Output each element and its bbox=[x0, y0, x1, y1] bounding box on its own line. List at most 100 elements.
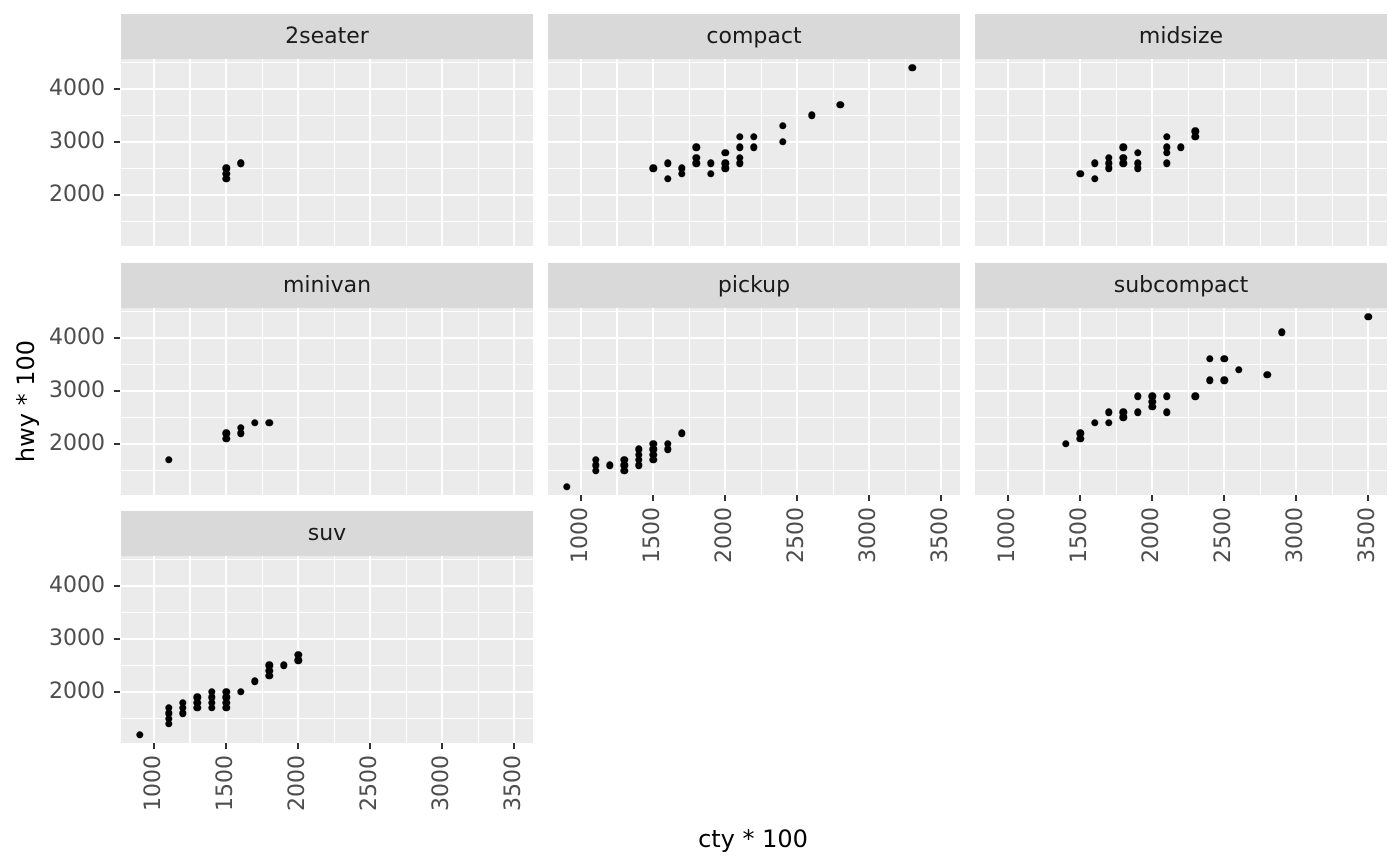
gridline bbox=[904, 59, 906, 246]
gridline bbox=[548, 167, 960, 170]
gridline bbox=[121, 310, 533, 312]
gridline bbox=[513, 308, 516, 495]
gridline bbox=[477, 59, 479, 246]
facet-strip: midsize bbox=[975, 14, 1387, 59]
data-point bbox=[649, 440, 657, 448]
data-point bbox=[735, 159, 744, 167]
x-tick-mark bbox=[724, 495, 727, 501]
x-tick-mark bbox=[796, 495, 799, 501]
data-point bbox=[750, 143, 758, 151]
x-tick-mark bbox=[868, 495, 871, 501]
data-point bbox=[707, 170, 715, 178]
gridline bbox=[548, 310, 960, 312]
data-point bbox=[1134, 408, 1142, 416]
data-point bbox=[1148, 392, 1156, 400]
data-point bbox=[164, 720, 173, 728]
data-point bbox=[649, 164, 657, 173]
data-point bbox=[692, 159, 701, 167]
gridline bbox=[369, 308, 372, 495]
gridline bbox=[1331, 308, 1333, 495]
data-point bbox=[663, 440, 672, 448]
gridline bbox=[121, 336, 533, 339]
gridline bbox=[121, 584, 533, 587]
gridline bbox=[975, 194, 1387, 196]
gridline bbox=[1187, 59, 1189, 246]
gridline bbox=[1259, 308, 1261, 495]
data-point bbox=[1105, 419, 1113, 427]
gridline bbox=[121, 167, 533, 170]
gridline bbox=[580, 308, 583, 495]
facet-panel-2seater bbox=[121, 59, 533, 246]
data-point bbox=[193, 693, 202, 702]
x-tick-label: 3500 bbox=[501, 755, 527, 811]
gridline bbox=[225, 59, 228, 246]
gridline bbox=[1115, 308, 1117, 495]
data-point bbox=[208, 704, 216, 712]
gridline bbox=[121, 664, 533, 667]
gridline bbox=[121, 558, 533, 560]
gridline bbox=[548, 61, 960, 63]
gridline bbox=[652, 308, 655, 495]
gridline bbox=[1295, 308, 1298, 495]
gridline bbox=[225, 556, 228, 743]
data-point bbox=[649, 450, 657, 459]
x-tick-mark bbox=[1007, 495, 1010, 501]
x-tick-mark bbox=[153, 743, 156, 749]
gridline bbox=[616, 59, 618, 246]
data-point bbox=[251, 677, 259, 686]
gridline bbox=[796, 59, 799, 246]
data-point bbox=[164, 456, 173, 464]
x-tick-mark bbox=[1079, 495, 1082, 501]
data-point bbox=[663, 159, 672, 167]
gridline bbox=[760, 59, 762, 246]
x-tick-label: 2500 bbox=[784, 507, 810, 563]
data-point bbox=[193, 698, 202, 707]
x-tick-label: 1500 bbox=[1067, 507, 1093, 563]
x-tick-label: 2500 bbox=[1211, 507, 1237, 563]
facet-strip: compact bbox=[548, 14, 960, 59]
facet-panel-subcompact bbox=[975, 308, 1387, 495]
gridline bbox=[975, 443, 1387, 445]
gridline bbox=[1079, 59, 1082, 246]
gridline bbox=[548, 220, 960, 223]
gridline bbox=[652, 59, 655, 246]
data-point bbox=[1134, 148, 1142, 157]
gridline bbox=[548, 469, 960, 472]
y-tick-label: 3000 bbox=[49, 128, 105, 154]
gridline bbox=[940, 59, 943, 246]
data-point bbox=[620, 466, 629, 475]
x-tick-mark bbox=[652, 495, 655, 501]
data-point bbox=[1206, 355, 1214, 363]
data-point bbox=[1162, 392, 1171, 400]
data-point bbox=[721, 148, 729, 157]
gridline bbox=[1043, 59, 1045, 246]
gridline bbox=[297, 308, 300, 495]
data-point bbox=[222, 434, 230, 443]
x-tick-label: 2000 bbox=[1139, 507, 1165, 563]
data-point bbox=[1191, 132, 1200, 141]
gridline bbox=[1115, 59, 1117, 246]
x-tick-label: 3000 bbox=[1283, 507, 1309, 563]
data-point bbox=[1134, 392, 1142, 400]
data-point bbox=[1148, 397, 1156, 406]
gridline bbox=[868, 308, 871, 495]
gridline bbox=[189, 308, 191, 495]
facet-strip: subcompact bbox=[975, 263, 1387, 308]
data-point bbox=[836, 100, 845, 109]
data-point bbox=[1105, 408, 1113, 416]
data-point bbox=[222, 704, 230, 712]
gridline bbox=[975, 389, 1387, 392]
data-point bbox=[208, 688, 216, 696]
facet-panel-compact bbox=[548, 59, 960, 246]
gridline bbox=[153, 308, 156, 495]
gridline bbox=[975, 469, 1387, 472]
data-point bbox=[1076, 170, 1084, 178]
data-point bbox=[735, 132, 744, 141]
gridline bbox=[513, 59, 516, 246]
data-point bbox=[265, 667, 274, 675]
data-point bbox=[1162, 159, 1171, 167]
data-point bbox=[635, 450, 643, 459]
data-point bbox=[735, 143, 744, 151]
data-point bbox=[750, 132, 758, 141]
